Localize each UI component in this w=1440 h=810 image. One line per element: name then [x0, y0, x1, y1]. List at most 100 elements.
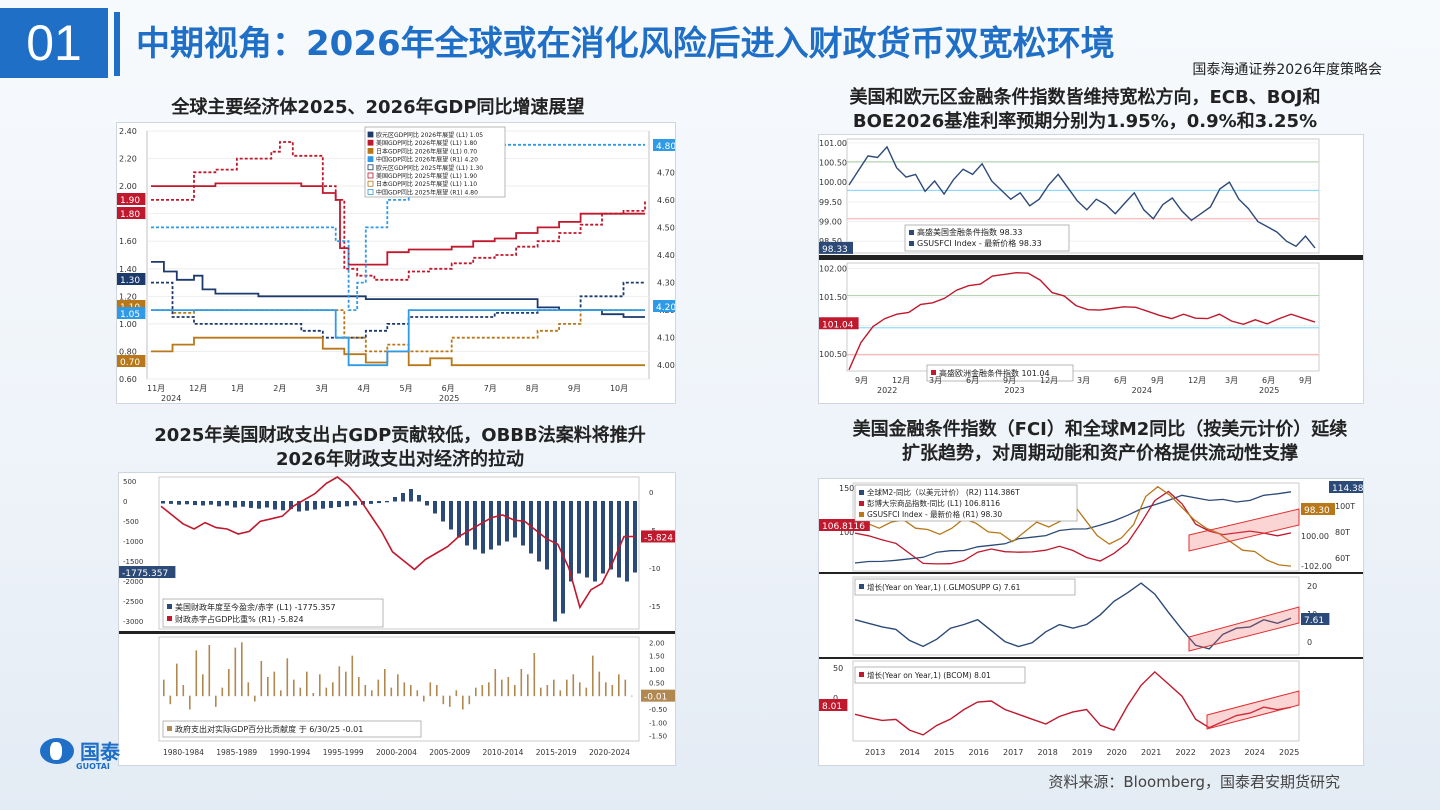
fiscal-contrib-bar [182, 685, 185, 697]
m2-x-tick: 2023 [1210, 748, 1230, 757]
m2-top-legend-box [854, 484, 1078, 522]
fiscal-legend-box [162, 598, 384, 628]
fiscal-bottom-tick: 2.00 [649, 639, 665, 647]
fiscal-contrib-bar [403, 682, 406, 697]
fiscal-deficit-bar [441, 501, 445, 522]
fiscal-deficit-bar [289, 501, 293, 510]
fci-top-legend: 高盛美国金融条件指数 98.33 [917, 227, 1022, 237]
fiscal-contrib-bar [462, 695, 464, 710]
gdp-left-tick: 2.40 [119, 127, 137, 136]
fiscal-contrib-bar [488, 682, 490, 697]
fiscal-deficit-bar [489, 501, 493, 550]
fiscal-contrib-bar [195, 650, 198, 697]
fci-top-tick: 99.00 [819, 218, 842, 227]
gdp-left-tick: 1.40 [119, 265, 137, 274]
gdp-left-flag-bg [117, 273, 146, 285]
caption-m2-line2: 扩张趋势，对周期动能和资产价格提供流动性支撑 [902, 443, 1298, 464]
gdp-legend-label: 中国GDP同比 2025年展望 (R1) 4.80 [376, 188, 478, 196]
fiscal-deficit-bar [433, 501, 437, 514]
fiscal-top-tick: -2500 [123, 598, 143, 606]
fiscal-deficit-bar [609, 501, 613, 570]
fiscal-x-tick: 1980-1984 [163, 748, 204, 757]
fiscal-bottom-tick: -1.50 [649, 733, 667, 741]
gdp-left-tick: 2.00 [119, 182, 137, 191]
gdp-legend-label: 欧元区GDP同比 2025年展望 (L1) 1.30 [376, 164, 483, 172]
fiscal-top-tick: -1500 [123, 558, 143, 566]
m2-left-tick: 100 [839, 528, 854, 537]
fiscal-deficit-bar [449, 501, 453, 530]
gdp-year-2025: 2025 [439, 394, 459, 403]
fiscal-deficit-bar [241, 501, 245, 507]
fiscal-bottom-flag-bg [641, 689, 675, 702]
fiscal-contrib-bar [416, 690, 419, 697]
caption-fci-line1: 美国和欧元区金融条件指数皆维持宽松方向，ECB、BOJ和 [849, 87, 1321, 108]
fiscal-x-tick: 2010-2014 [483, 748, 524, 757]
fiscal-x-tick: 2000-2004 [376, 748, 417, 757]
gdp-left-tick: 1.20 [119, 292, 137, 301]
gdp-legend-swatch [367, 172, 374, 179]
chart-m2: 150 100 100T 80T 60T 100.00 -102.00 106.8116 114… [819, 481, 1363, 757]
fiscal-top-legend: 财政赤字占GDP比重% (R1) -5.824 [175, 614, 304, 624]
fci-top-flag: 98.33 [822, 245, 848, 255]
fiscal-contrib-bar [208, 645, 211, 697]
fiscal-bottom-tick: 1.50 [649, 653, 665, 661]
fci-bottom-legend: 高盛欧洲金融条件指数 101.04 [939, 368, 1050, 378]
gdp-legend-swatch [367, 164, 374, 171]
fiscal-deficit-bar [201, 501, 205, 506]
fci-eu-line [848, 271, 1316, 371]
gdp-series-line [151, 309, 645, 367]
fiscal-right-flag-bg [641, 530, 675, 543]
m2-bottom-tick: 50 [833, 664, 843, 673]
fiscal-panel-divider [119, 631, 675, 634]
fiscal-bottom-legend-box [162, 720, 422, 738]
fiscal-deficit-bar [521, 501, 525, 546]
gdp-series-line [151, 336, 645, 367]
fiscal-deficit-bar [193, 501, 197, 506]
gdp-right-flag-bg [653, 300, 675, 312]
fiscal-contrib-bar [241, 642, 243, 697]
fiscal-contrib-bar [338, 666, 341, 697]
fiscal-deficit-bar [225, 501, 229, 506]
gdp-x-tick: 6月 [442, 384, 455, 393]
m2-bottom-flag: 8.01 [822, 702, 842, 712]
fiscal-contrib-bar [371, 690, 373, 697]
fiscal-bottom-tick: 0.50 [649, 679, 665, 687]
fci-x-tick: 12月 [892, 376, 910, 385]
fiscal-contrib-bar [423, 695, 425, 702]
fci-top-legend-box [904, 224, 1070, 252]
fci-top-tick: 100.50 [819, 159, 847, 168]
m2-x-tick: 2015 [934, 748, 954, 757]
chart-fci: 101.00 100.50 100.00 99.50 99.00 98.50 102.00 1… [819, 138, 1363, 395]
fiscal-deficit-bar [169, 501, 173, 504]
fiscal-deficit-bar [625, 501, 629, 582]
fiscal-top-tick: -1000 [123, 538, 143, 546]
fiscal-deficit-bar [417, 495, 421, 502]
fiscal-contrib-bar [579, 682, 581, 697]
fiscal-left-flag: -1775.357 [122, 569, 168, 579]
slide-number: 01 [0, 8, 108, 78]
m2-level-line [854, 491, 1292, 564]
gdp-right-tick: 4.30 [657, 279, 675, 288]
fiscal-deficit-bar [217, 501, 221, 507]
gdp-x-tick: 9月 [568, 384, 581, 393]
logo-text: 国泰 [80, 740, 120, 764]
fiscal-contrib-bar [475, 687, 477, 697]
m2-mid-flag-bg [1301, 613, 1330, 625]
caption-fiscal-line2: 2026年财政支出对经济的拉动 [275, 449, 525, 470]
fiscal-deficit-bar [585, 501, 589, 578]
fci-bottom-flag: 101.04 [822, 320, 854, 330]
gdp-legend-label: 美国GDP同比 2026年展望 (L1) 1.80 [376, 139, 477, 147]
fci-bottom-flag-bg [819, 317, 859, 330]
source-note: 资料来源：Bloomberg，国泰君安期货研究 [1048, 773, 1340, 791]
fiscal-contrib-bar [442, 695, 445, 705]
m2-x-tick: 2021 [1141, 748, 1161, 757]
fiscal-contrib-bar [429, 682, 432, 697]
fiscal-deficit-bar [337, 501, 341, 508]
fci-top-tick: 98.50 [819, 237, 842, 246]
fci-x-year: 2024 [1132, 386, 1152, 395]
m2-bottom-legend: 增长(Year on Year,1) (BCOM) 8.01 [867, 670, 991, 680]
fci-x-tick: 6月 [966, 376, 979, 385]
fiscal-deficit-bar [393, 497, 397, 502]
gdp-legend-swatch [367, 131, 374, 138]
fci-top-tick: 99.50 [819, 198, 842, 207]
